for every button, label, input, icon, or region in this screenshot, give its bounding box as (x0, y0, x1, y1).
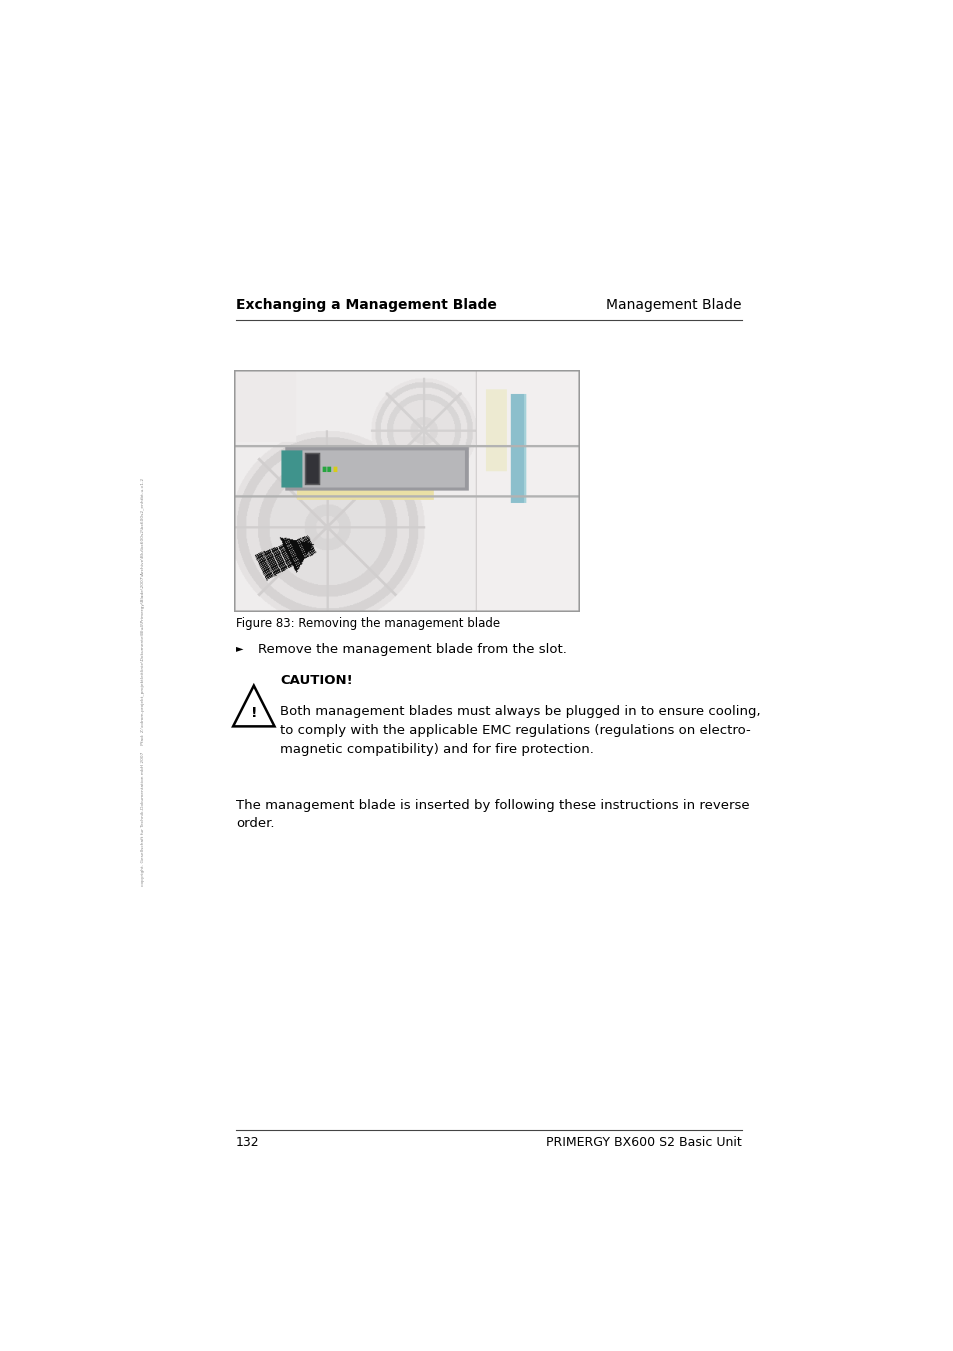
Text: Figure 83: Removing the management blade: Figure 83: Removing the management blade (235, 616, 499, 630)
Text: Remove the management blade from the slot.: Remove the management blade from the slo… (258, 643, 566, 655)
Text: PRIMERGY BX600 S2 Basic Unit: PRIMERGY BX600 S2 Basic Unit (545, 1136, 741, 1148)
Text: Both management blades must always be plugged in to ensure cooling,: Both management blades must always be pl… (280, 705, 760, 719)
Text: ►: ► (235, 643, 243, 653)
Text: CAUTION!: CAUTION! (280, 674, 353, 686)
Text: order.: order. (235, 817, 274, 831)
Text: copyright. Gesellschaft fur Technik-Dokumentation mbH 2007     Pfad: Z:\cdrom-pr: copyright. Gesellschaft fur Technik-Doku… (141, 478, 145, 886)
Text: magnetic compatibility) and for fire protection.: magnetic compatibility) and for fire pro… (280, 743, 594, 755)
Text: to comply with the applicable EMC regulations (regulations on electro-: to comply with the applicable EMC regula… (280, 724, 750, 736)
Text: Exchanging a Management Blade: Exchanging a Management Blade (235, 299, 497, 312)
Text: !: ! (251, 707, 256, 720)
Text: 132: 132 (235, 1136, 259, 1148)
Text: Management Blade: Management Blade (606, 299, 741, 312)
Text: The management blade is inserted by following these instructions in reverse: The management blade is inserted by foll… (235, 798, 749, 812)
